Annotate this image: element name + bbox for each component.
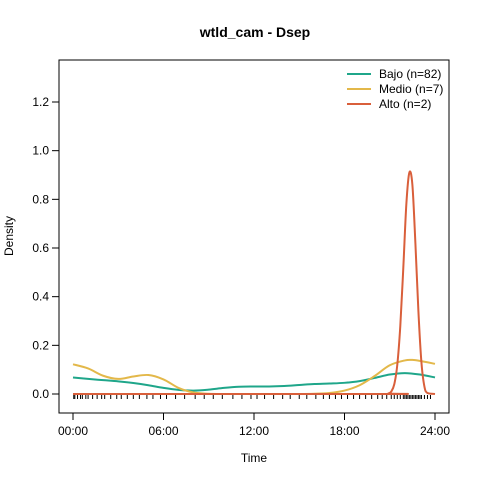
y-tick-label: 0.6 [32, 241, 49, 255]
rug-marks [73, 395, 431, 399]
legend-label: Medio (n=7) [379, 82, 443, 96]
legend-label: Alto (n=2) [379, 97, 431, 111]
y-tick-label: 0.2 [32, 338, 49, 352]
y-axis-label: Density [2, 216, 16, 256]
y-tick-label: 1.0 [32, 144, 49, 158]
series-line-0 [72, 372, 436, 392]
y-tick-label: 0.4 [32, 290, 49, 304]
x-tick-label: 00:00 [58, 424, 88, 438]
x-tick-label: 06:00 [148, 424, 178, 438]
x-tick-label: 12:00 [239, 424, 269, 438]
x-tick-label: 18:00 [329, 424, 359, 438]
y-tick-label: 0.8 [32, 192, 49, 206]
legend-label: Bajo (n=82) [379, 67, 441, 81]
y-axis: 0.0 0.2 0.4 0.6 0.8 1.0 1.2 [32, 95, 60, 401]
y-tick-label: 0.0 [32, 387, 49, 401]
legend: Bajo (n=82)Medio (n=7)Alto (n=2) [347, 67, 443, 111]
series-line-2 [73, 170, 436, 396]
series-lines [72, 170, 436, 396]
x-tick-label: 24:00 [420, 424, 450, 438]
x-axis: 00:00 06:00 12:00 18:00 24:00 [58, 412, 450, 438]
y-tick-label: 1.2 [32, 95, 49, 109]
plot-frame [58, 59, 450, 414]
x-axis-label: Time [241, 451, 268, 465]
chart-title: wtld_cam - Dsep [199, 24, 310, 40]
